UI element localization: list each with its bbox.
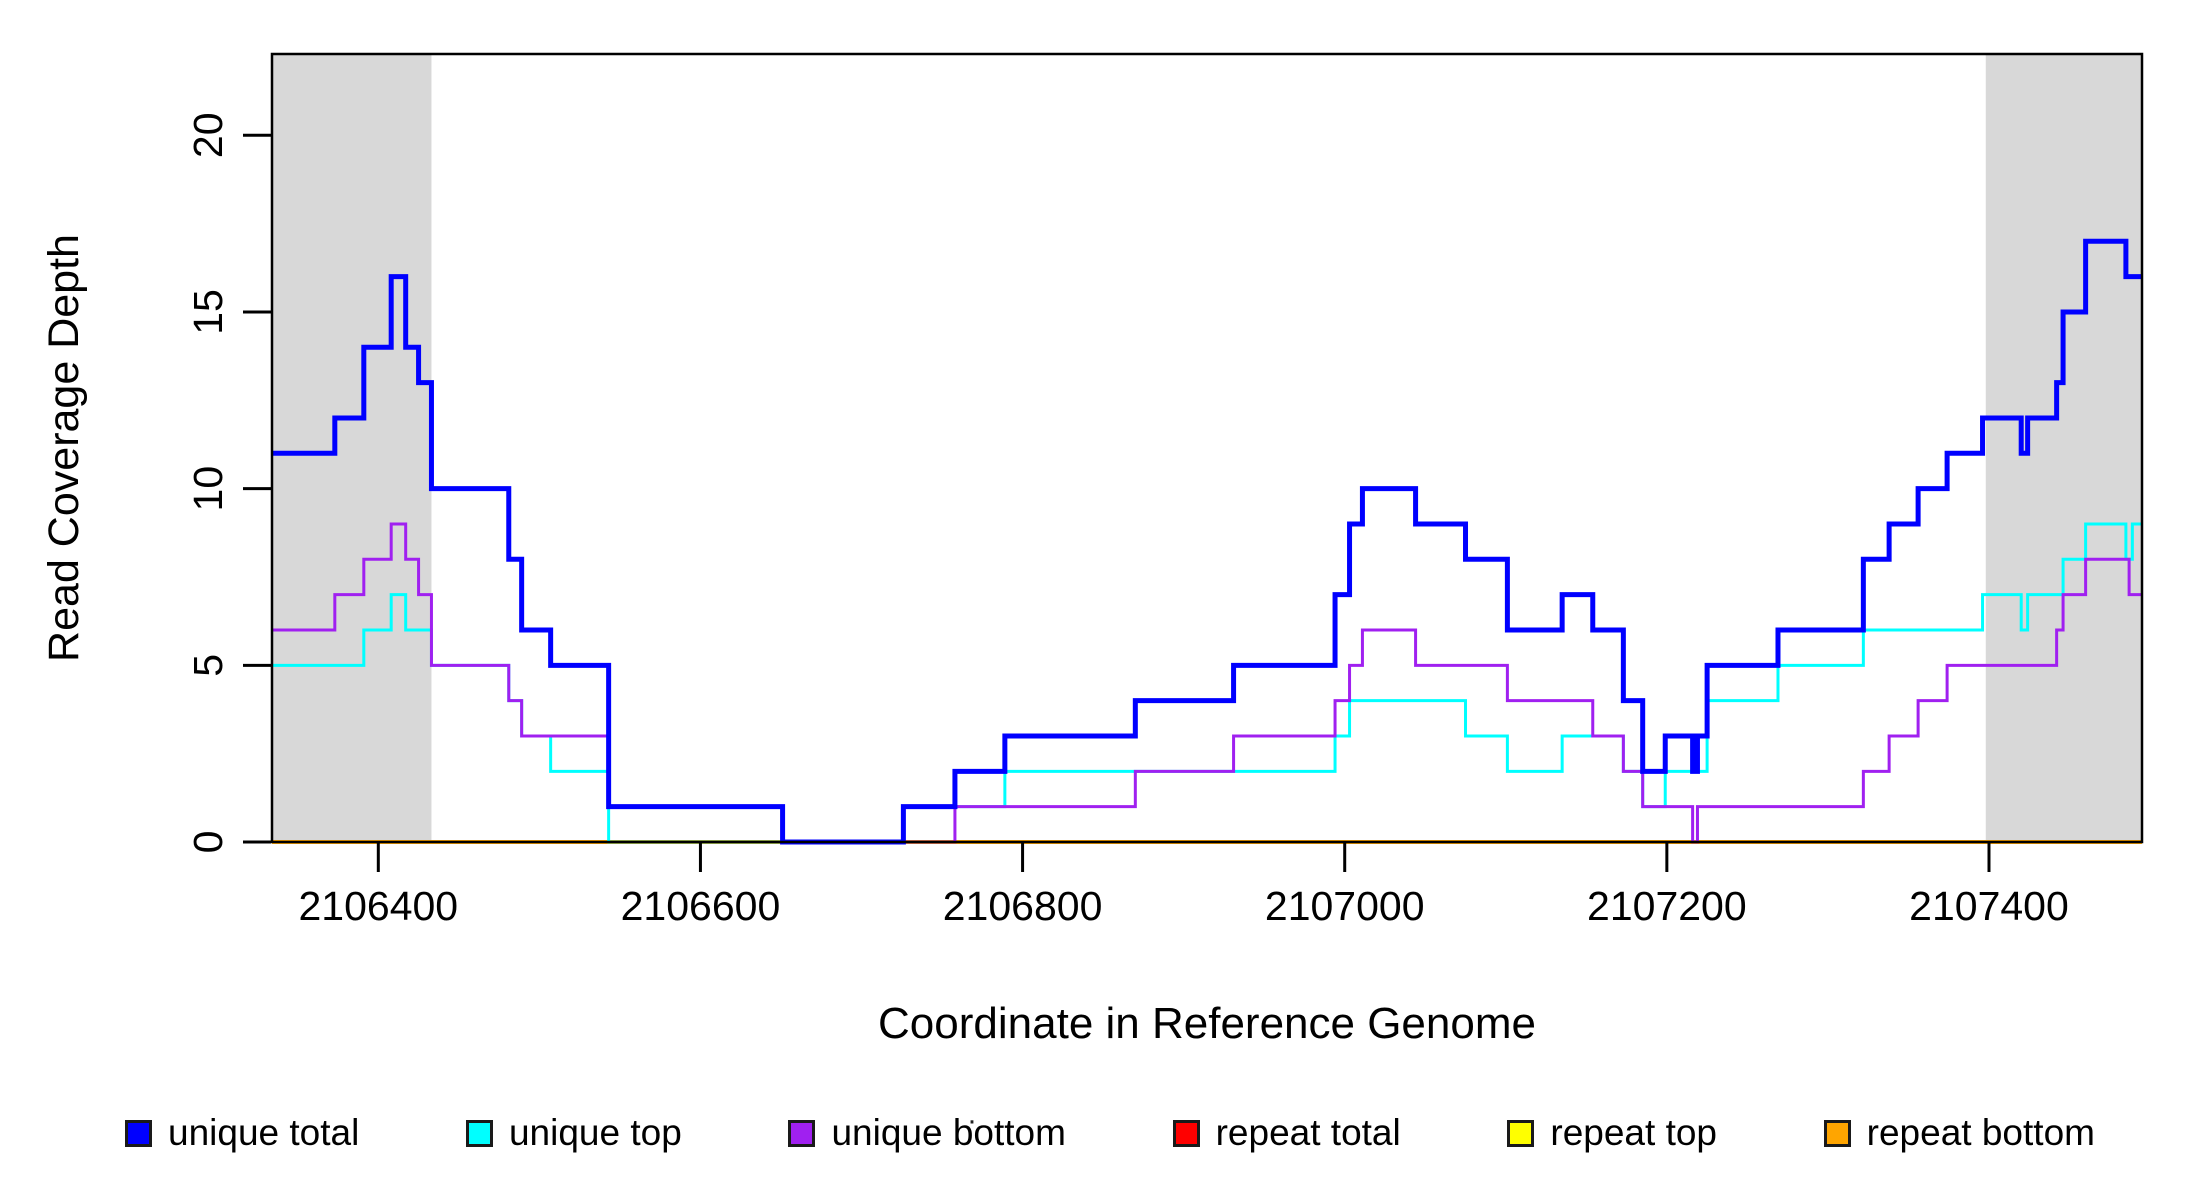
shaded-regions [272, 54, 2142, 843]
legend-item-repeat-top: repeat top [1507, 1112, 1717, 1154]
legend-label: repeat total [1215, 1112, 1401, 1153]
shaded-band [272, 54, 432, 843]
unique-total-swatch [125, 1119, 152, 1147]
x-tick-label: 2106400 [298, 883, 458, 929]
legend-label: repeat bottom [1866, 1112, 2095, 1153]
x-tick-label: 2106600 [621, 883, 781, 929]
y-tick-label: 0 [185, 831, 231, 854]
legend-item-unique-top: unique top [465, 1112, 682, 1154]
unique-bottom-swatch [788, 1119, 816, 1147]
y-axis-label: Read Coverage Depth [40, 234, 88, 662]
legend-label: unique top [508, 1112, 682, 1153]
repeat-bottom-swatch [1823, 1119, 1851, 1147]
series-unique-total [272, 238, 2142, 845]
repeat-top-swatch [1507, 1119, 1535, 1147]
y-tick-label: 20 [185, 112, 231, 158]
axis-ticks: 2106400 2106600 2106800 2107000 2107200 21074… [185, 112, 2069, 929]
y-tick-label: 15 [185, 289, 231, 335]
legend: unique total unique top unique bottom re… [125, 1098, 2095, 1168]
unique-top-swatch [465, 1119, 493, 1147]
plot-frame [270, 52, 2144, 844]
x-axis-label: Coordinate in Reference Genome [878, 999, 1536, 1048]
legend-item-unique-total: unique total [125, 1112, 359, 1154]
legend-item-repeat-total: repeat total [1172, 1112, 1401, 1154]
legend-label: unique bottom [831, 1112, 1066, 1153]
shaded-band [1985, 54, 2142, 843]
legend-label: repeat top [1550, 1112, 1718, 1153]
x-tick-label: 2107200 [1587, 883, 1747, 929]
legend-item-unique-bottom: unique bottom [788, 1112, 1066, 1154]
plot-box [270, 52, 2144, 844]
y-tick-label: 5 [185, 654, 231, 677]
x-tick-label: 2107000 [1265, 883, 1425, 929]
repeat-total-swatch [1172, 1119, 1200, 1147]
legend-item-repeat-bottom: repeat bottom [1823, 1112, 2095, 1154]
x-tick-label: 2106800 [943, 883, 1103, 929]
legend-label: unique total [168, 1112, 360, 1153]
y-tick-label: 10 [185, 466, 231, 512]
series-lines [272, 238, 2142, 845]
stray-dot-artifact: · [967, 1104, 977, 1137]
x-tick-label: 2107400 [1909, 883, 2069, 929]
series-unique-bottom [272, 522, 2142, 844]
